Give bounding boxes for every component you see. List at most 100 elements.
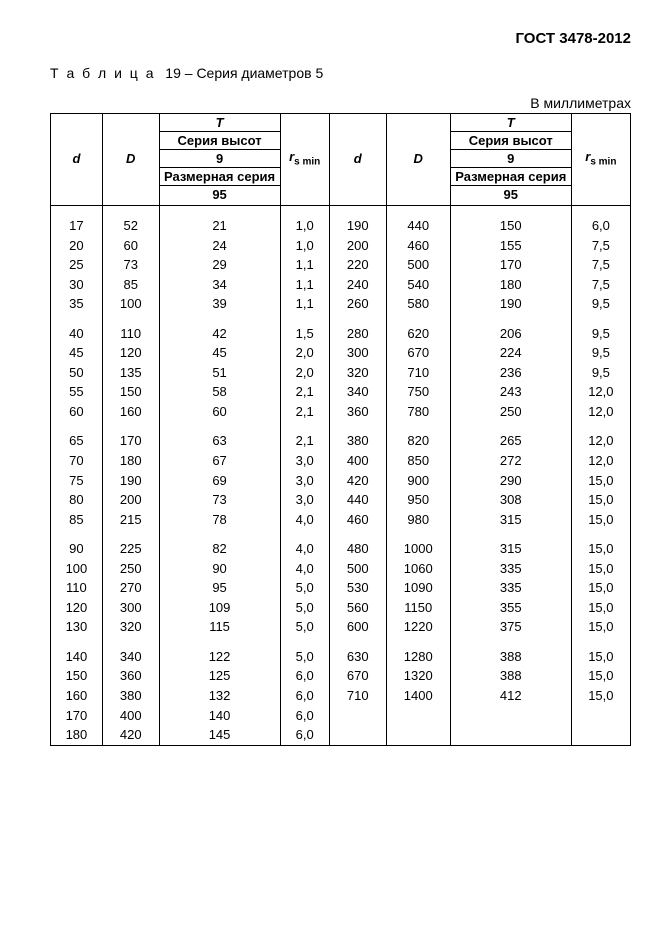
- cell-T: 109: [159, 598, 280, 618]
- cell-d: 35: [51, 294, 103, 314]
- cell-r: 3,0: [280, 471, 329, 491]
- cell-D: 110: [102, 324, 159, 344]
- cell-D: 500: [386, 255, 450, 275]
- cell-d: 360: [329, 402, 386, 422]
- cell-D: 150: [102, 382, 159, 402]
- cell-d: 340: [329, 382, 386, 402]
- cell-T: 155: [450, 236, 571, 256]
- cell-d: 30: [51, 275, 103, 295]
- cell-D: 1400: [386, 686, 450, 706]
- cell-D: 270: [102, 578, 159, 598]
- cell-d: 530: [329, 578, 386, 598]
- height-value-right: 9: [450, 150, 571, 168]
- cell-d: [329, 706, 386, 726]
- table-row: 1603801326,0710140041215,0: [51, 686, 631, 706]
- cell-T: 272: [450, 451, 571, 471]
- cell-T: 290: [450, 471, 571, 491]
- size-value-right: 95: [450, 186, 571, 204]
- cell-d: 110: [51, 578, 103, 598]
- cell-r: 3,0: [280, 451, 329, 471]
- table-body: 1752211,01904401506,02060241,02004601557…: [51, 206, 631, 746]
- cell-r: 12,0: [571, 402, 630, 422]
- table-row: 80200733,044095030815,0: [51, 490, 631, 510]
- cell-T: 335: [450, 559, 571, 579]
- col-d-right: d: [329, 114, 386, 204]
- cell-r: 1,1: [280, 294, 329, 314]
- cell-T: 375: [450, 617, 571, 637]
- cell-D: 980: [386, 510, 450, 530]
- table-label: Т а б л и ц а: [50, 65, 156, 81]
- cell-T: 243: [450, 382, 571, 402]
- cell-D: 73: [102, 255, 159, 275]
- cell-D: [386, 706, 450, 726]
- cell-r: 6,0: [280, 686, 329, 706]
- cell-D: 780: [386, 402, 450, 422]
- cell-r: 15,0: [571, 666, 630, 686]
- cell-r: 5,0: [280, 647, 329, 667]
- cell-D: 580: [386, 294, 450, 314]
- cell-r: 15,0: [571, 686, 630, 706]
- cell-D: 1220: [386, 617, 450, 637]
- cell-d: 150: [51, 666, 103, 686]
- cell-D: 52: [102, 216, 159, 236]
- series-heights-left: Серия высот: [159, 132, 280, 150]
- cell-d: [329, 725, 386, 745]
- cell-T: 388: [450, 647, 571, 667]
- cell-D: 200: [102, 490, 159, 510]
- cell-D: 300: [102, 598, 159, 618]
- cell-r: 6,0: [280, 706, 329, 726]
- cell-r: 12,0: [571, 451, 630, 471]
- table-caption: Серия диаметров 5: [196, 65, 323, 81]
- cell-D: 320: [102, 617, 159, 637]
- col-d-left: d: [51, 114, 103, 204]
- cell-D: 60: [102, 236, 159, 256]
- cell-d: 190: [329, 216, 386, 236]
- data-table: d D T rs min d D T rs min Серия высот Се…: [50, 113, 631, 746]
- size-series-right: Размерная серия: [450, 168, 571, 186]
- cell-D: 670: [386, 343, 450, 363]
- cell-D: 360: [102, 666, 159, 686]
- cell-r: 5,0: [280, 617, 329, 637]
- cell-D: 400: [102, 706, 159, 726]
- table-row: 1503601256,0670132038815,0: [51, 666, 631, 686]
- cell-r: 5,0: [280, 598, 329, 618]
- cell-r: 12,0: [571, 431, 630, 451]
- cell-T: 90: [159, 559, 280, 579]
- height-value-left: 9: [159, 150, 280, 168]
- cell-T: 58: [159, 382, 280, 402]
- cell-T: [450, 706, 571, 726]
- table-row: 60160602,136078025012,0: [51, 402, 631, 422]
- cell-T: 150: [450, 216, 571, 236]
- cell-T: 206: [450, 324, 571, 344]
- table-row: 1804201456,0: [51, 725, 631, 745]
- cell-d: 480: [329, 539, 386, 559]
- table-row: 3085341,12405401807,5: [51, 275, 631, 295]
- table-row: 35100391,12605801909,5: [51, 294, 631, 314]
- cell-T: 67: [159, 451, 280, 471]
- cell-r: 2,0: [280, 343, 329, 363]
- cell-r: 3,0: [280, 490, 329, 510]
- cell-d: 400: [329, 451, 386, 471]
- cell-r: [571, 725, 630, 745]
- cell-T: 39: [159, 294, 280, 314]
- cell-r: 6,0: [280, 725, 329, 745]
- cell-d: 560: [329, 598, 386, 618]
- cell-D: 850: [386, 451, 450, 471]
- cell-d: 50: [51, 363, 103, 383]
- cell-d: 100: [51, 559, 103, 579]
- cell-d: 220: [329, 255, 386, 275]
- size-series-left: Размерная серия: [159, 168, 280, 186]
- cell-d: 75: [51, 471, 103, 491]
- cell-D: 180: [102, 451, 159, 471]
- cell-r: 2,1: [280, 382, 329, 402]
- cell-T: 122: [159, 647, 280, 667]
- cell-T: 115: [159, 617, 280, 637]
- cell-T: 315: [450, 539, 571, 559]
- table-row: 55150582,134075024312,0: [51, 382, 631, 402]
- cell-D: 135: [102, 363, 159, 383]
- cell-d: 55: [51, 382, 103, 402]
- cell-r: 2,1: [280, 402, 329, 422]
- cell-D: 1060: [386, 559, 450, 579]
- cell-D: 540: [386, 275, 450, 295]
- cell-r: 1,1: [280, 255, 329, 275]
